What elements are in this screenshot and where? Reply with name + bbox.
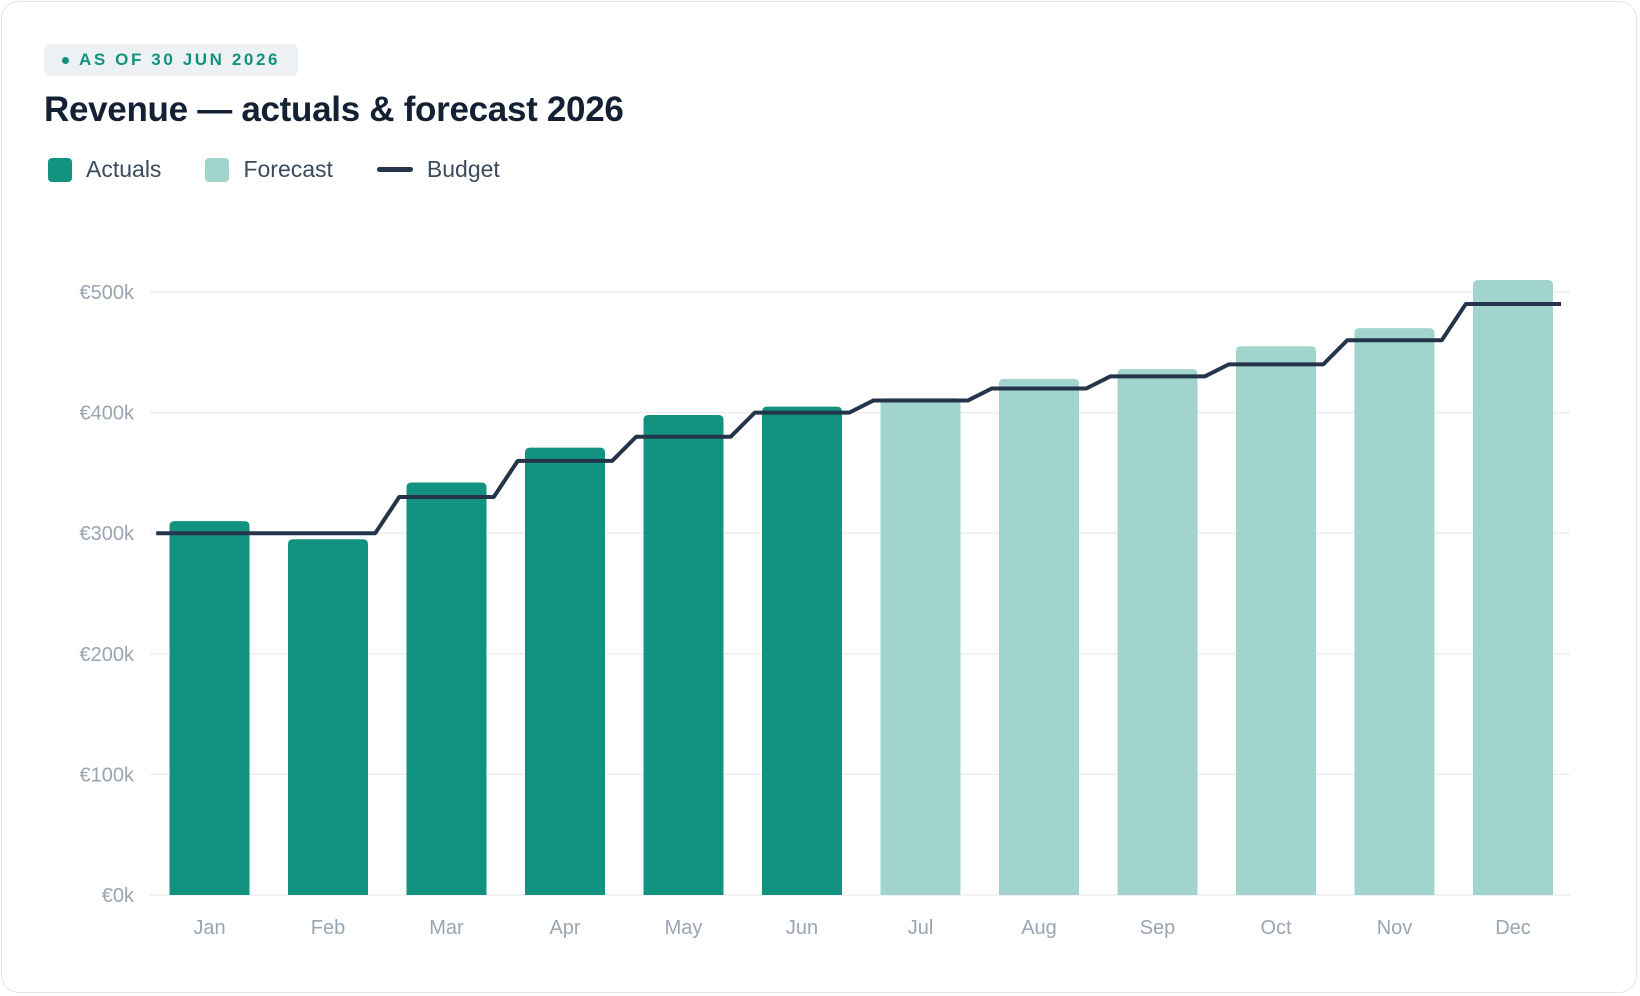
y-tick-label: €0k [102,885,135,907]
x-tick-label-feb: Feb [311,917,345,939]
y-tick-label: €400k [80,403,135,425]
actuals-bar-apr [525,447,605,895]
actuals-bar-may [643,415,724,895]
x-tick-label-mar: Mar [429,917,464,939]
legend-label-actuals: Actuals [86,156,162,182]
x-tick-label-aug: Aug [1021,917,1057,939]
x-tick-label-may: May [665,917,703,939]
y-tick-label: €300k [80,523,135,545]
x-tick-label-jun: Jun [786,917,818,939]
actuals-bar-feb [288,539,368,895]
chart-title: Revenue — actuals & forecast 2026 [44,90,624,129]
legend-label-budget: Budget [426,156,500,182]
status-dot-icon [62,56,69,64]
forecast-bar-oct [1236,346,1316,895]
chart-legend: Actuals Forecast Budget [48,156,500,183]
forecast-bar-jul [880,398,961,895]
legend-item-actuals: Actuals [48,156,161,183]
actuals-bar-jun [762,406,842,895]
y-tick-label: €100k [80,764,135,786]
x-tick-label-apr: Apr [549,917,580,939]
forecast-bar-dec [1473,279,1553,895]
legend-item-forecast: Forecast [205,156,333,183]
forecast-swatch-icon [205,157,230,182]
legend-label-forecast: Forecast [243,156,333,182]
x-tick-label-nov: Nov [1377,917,1413,939]
forecast-bar-nov [1354,328,1435,895]
budget-line [156,302,1561,536]
x-tick-label-jan: Jan [193,917,225,939]
forecast-bar-sep [1117,369,1198,896]
actuals-bar-mar [406,482,487,895]
x-tick-label-sep: Sep [1140,917,1176,939]
actuals-bar-jan [169,521,250,895]
as-of-badge-text: AS OF 30 JUN 2026 [79,50,281,69]
x-tick-label-oct: Oct [1260,917,1292,939]
y-tick-label: €200k [80,644,135,666]
x-tick-label-jul: Jul [908,917,934,939]
legend-item-budget: Budget [376,156,500,183]
y-tick-label: €500k [80,282,135,304]
forecast-bar-aug [999,378,1079,895]
budget-line-icon [376,167,413,172]
x-tick-label-dec: Dec [1495,917,1531,939]
as-of-badge: AS OF 30 JUN 2026 [44,44,299,76]
actuals-swatch-icon [48,157,72,182]
